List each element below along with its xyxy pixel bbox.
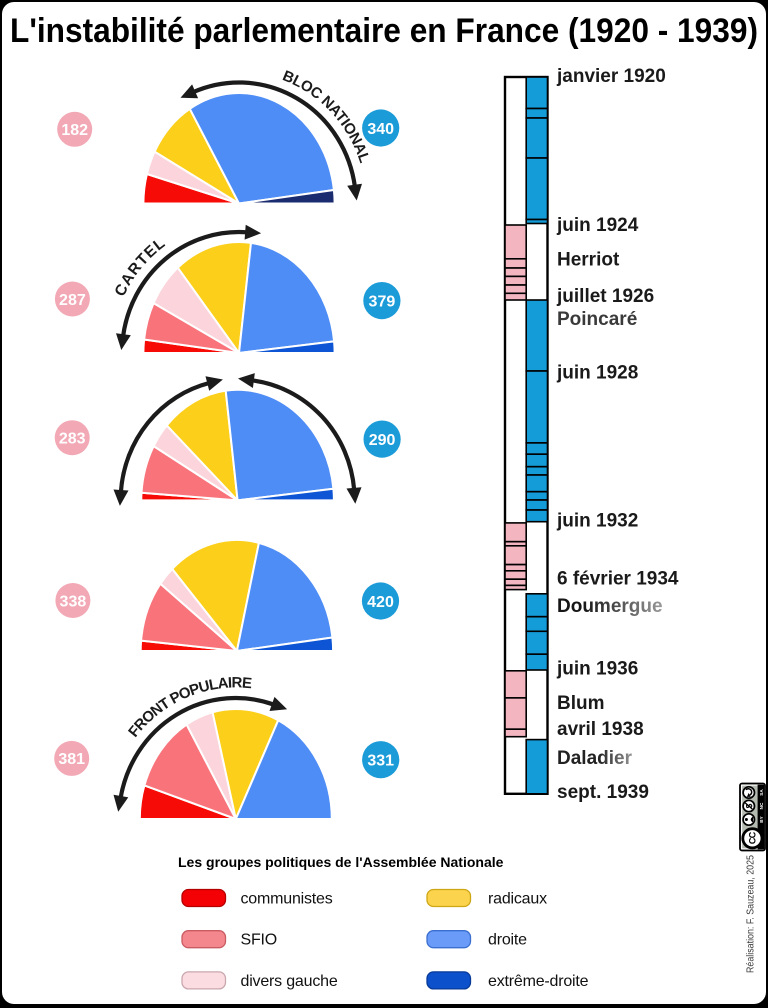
svg-text:420: 420	[367, 594, 394, 611]
svg-text:BY: BY	[759, 816, 764, 822]
svg-text:Poincaré: Poincaré	[557, 309, 637, 330]
svg-text:extrême-droite: extrême-droite	[488, 973, 589, 990]
svg-text:331: 331	[367, 753, 394, 770]
svg-text:droite: droite	[488, 932, 527, 949]
svg-text:SFIO: SFIO	[241, 932, 278, 949]
svg-text:divers gauche: divers gauche	[241, 973, 338, 990]
svg-text:Daladier: Daladier	[557, 748, 633, 769]
svg-text:Herriot: Herriot	[557, 250, 620, 271]
svg-text:379: 379	[369, 293, 396, 310]
svg-text:avril 1938: avril 1938	[557, 719, 644, 740]
svg-text:Blum: Blum	[557, 693, 605, 714]
svg-text:janvier 1920: janvier 1920	[556, 66, 666, 87]
svg-text:juin 1924: juin 1924	[556, 215, 639, 236]
svg-text:juin 1928: juin 1928	[556, 363, 638, 384]
svg-text:sept. 1939: sept. 1939	[557, 782, 649, 803]
svg-text:290: 290	[369, 432, 396, 449]
svg-text:juin 1932: juin 1932	[556, 511, 638, 532]
svg-text:Les groupes politiques de l'As: Les groupes politiques de l'Assemblée Na…	[178, 854, 504, 870]
svg-text:Réalisation: F. Sauzeau, 2025: Réalisation: F. Sauzeau, 2025	[745, 855, 757, 973]
svg-text:CC: CC	[747, 831, 757, 844]
svg-text:radicaux: radicaux	[488, 891, 547, 908]
svg-text:juin 1936: juin 1936	[556, 659, 638, 680]
svg-text:NC: NC	[759, 802, 764, 809]
svg-text:L'instabilité parlementaire en: L'instabilité parlementaire en France (1…	[10, 12, 758, 50]
svg-text:287: 287	[59, 292, 86, 309]
svg-text:6 février 1934: 6 février 1934	[557, 569, 679, 590]
svg-text:SA: SA	[759, 789, 764, 796]
svg-text:338: 338	[60, 593, 87, 610]
svg-text:182: 182	[61, 122, 88, 139]
svg-text:Doumergue: Doumergue	[557, 596, 663, 617]
svg-text:juillet 1926: juillet 1926	[556, 286, 654, 307]
svg-text:381: 381	[58, 751, 85, 768]
svg-text:340: 340	[367, 121, 394, 138]
svg-text:283: 283	[59, 431, 86, 448]
svg-text:communistes: communistes	[241, 891, 333, 908]
